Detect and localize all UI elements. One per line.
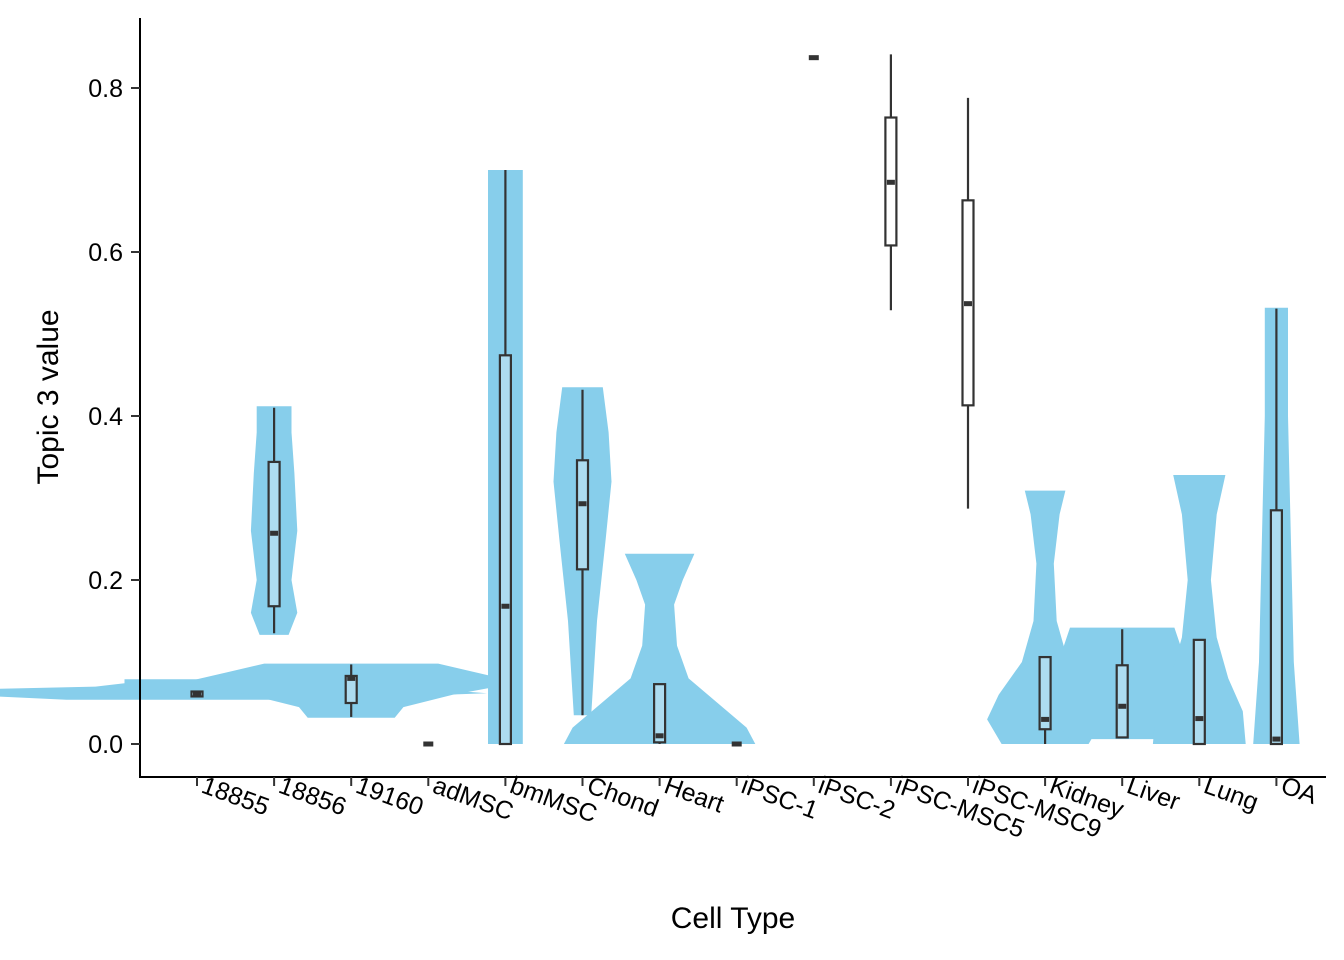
x-tick-label: bmMSC [506, 771, 600, 828]
box-bmMSC [498, 170, 512, 746]
y-tick-label: 0.6 [88, 239, 123, 267]
box-iPSC-MSC5 [884, 54, 898, 311]
y-axis-title: Topic 3 value [32, 309, 65, 484]
box-18856 [267, 407, 281, 634]
x-tick-label: iPSC-1 [738, 771, 822, 824]
y-tick-label: 0.4 [88, 403, 123, 431]
box-19160 [344, 664, 358, 717]
y-tick-label: 0.0 [88, 731, 123, 759]
box-OA [1269, 308, 1284, 746]
plot-marks [0, 54, 1300, 747]
violin-Heart [563, 553, 756, 744]
x-tick-label: Lung [1200, 771, 1262, 816]
y-ticks: 0.0 0.2 0.4 0.6 0.8 [88, 75, 140, 759]
x-axis-title: Cell Type [671, 902, 796, 935]
x-tick-label: adMSC [429, 771, 517, 826]
box-rect-bmMSC [498, 354, 512, 746]
box-Kidney [1038, 655, 1052, 744]
box-Liver [1115, 629, 1129, 739]
box-rect-Chond [575, 459, 590, 571]
box-18855 [190, 690, 204, 698]
x-tick-label: 18855 [198, 771, 273, 821]
y-tick-label: 0.8 [88, 75, 123, 103]
box-rect-Lung [1192, 638, 1206, 746]
x-tick-label: Liver [1123, 771, 1183, 816]
axes [139, 18, 1326, 778]
x-tick-label: iPSC-2 [815, 771, 899, 824]
box-Chond [575, 389, 590, 716]
x-tick-label: Heart [661, 771, 728, 818]
box-Lung [1192, 638, 1206, 746]
box-Heart [652, 683, 667, 744]
x-tick-label: 19160 [352, 771, 427, 821]
box-rect-Heart [652, 683, 667, 744]
x-tick-label: 18856 [275, 771, 350, 821]
box-iPSC-MSC9 [961, 97, 975, 509]
violin-Lung [1152, 475, 1246, 744]
box-rect-Kidney [1038, 655, 1052, 731]
y-tick-label: 0.2 [88, 567, 123, 595]
box-rect-OA [1269, 509, 1284, 746]
box-rect-Liver [1115, 664, 1129, 739]
